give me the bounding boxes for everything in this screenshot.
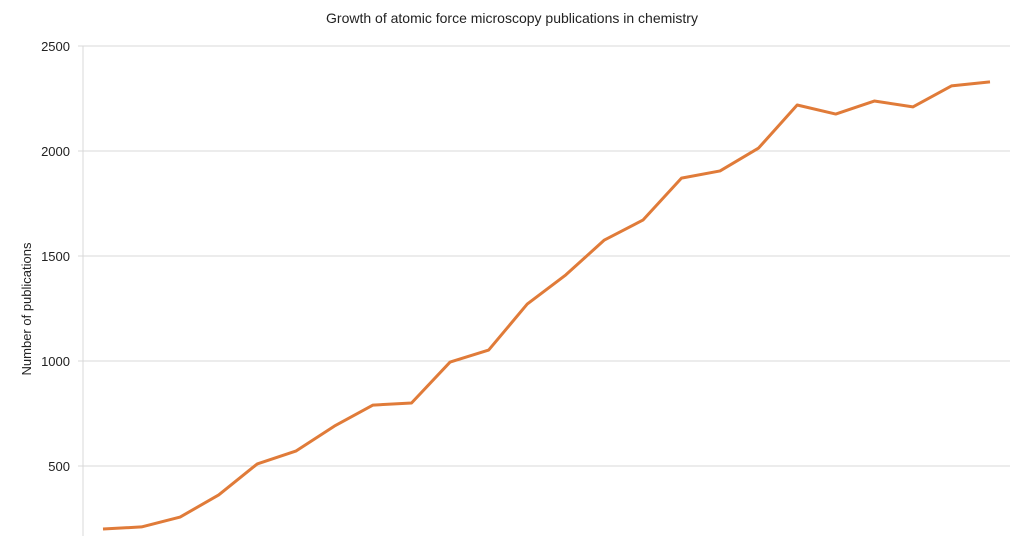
y-axis-label: Number of publications bbox=[19, 242, 34, 375]
y-tick-label: 500 bbox=[48, 459, 70, 474]
y-tick-label: 2500 bbox=[41, 39, 70, 54]
y-tick-label: 1500 bbox=[41, 249, 70, 264]
y-tick-label: 1000 bbox=[41, 354, 70, 369]
series-line bbox=[102, 80, 991, 531]
y-tick-label: 2000 bbox=[41, 144, 70, 159]
chart-title: Growth of atomic force microscopy public… bbox=[326, 10, 698, 26]
